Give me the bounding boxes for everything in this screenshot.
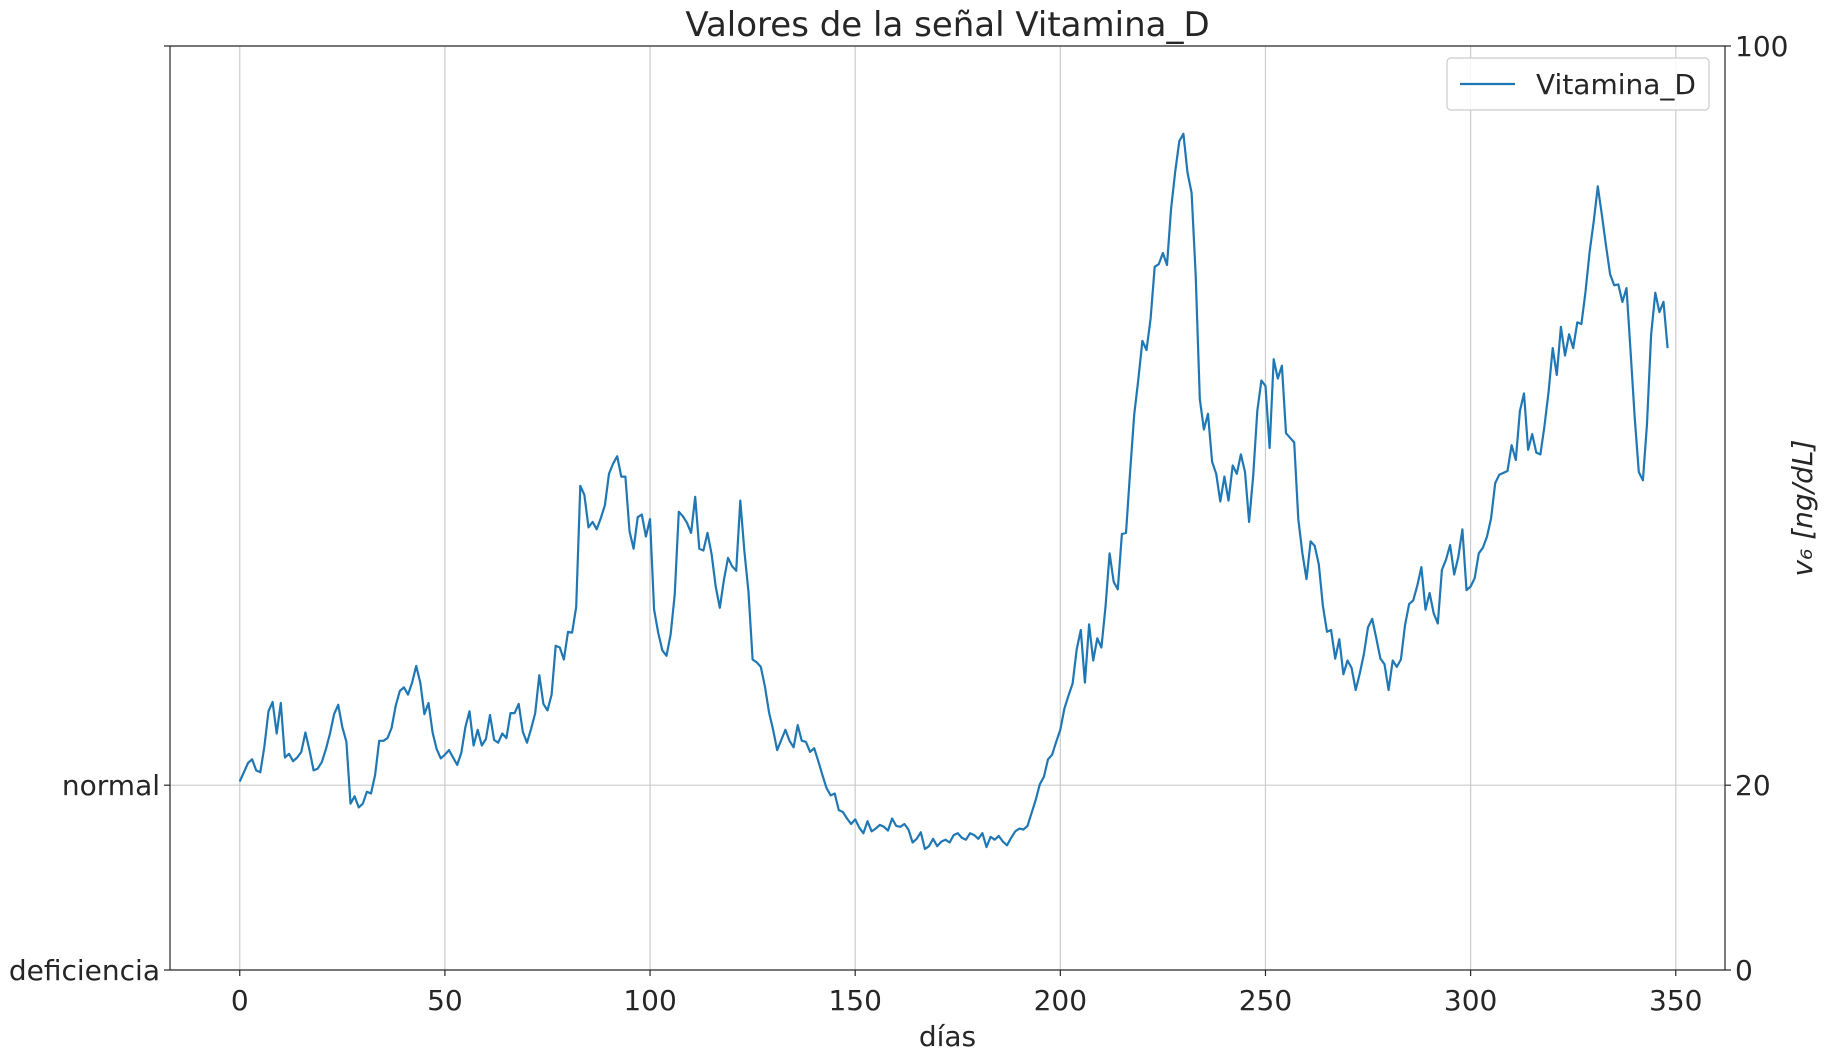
x-axis-title: días: [919, 1020, 976, 1050]
plot-frame: [169, 45, 1726, 971]
x-tick-label: 200: [1034, 984, 1087, 1017]
legend-label: Vitamina_D: [1536, 68, 1696, 101]
series-layer: [238, 132, 1669, 851]
series-line-vitamina-d: [238, 132, 1669, 851]
x-tick-label: 100: [623, 984, 676, 1017]
x-tick-label: 350: [1649, 984, 1702, 1017]
x-tick-label: 250: [1239, 984, 1292, 1017]
y-tick-label-left: normal: [62, 769, 160, 802]
y-tick-label-right: 0: [1735, 954, 1753, 987]
axes: 0 50 100 150 200 250 300 350 0 20 100 deficiencia no…: [9, 30, 1789, 1017]
y-tick-label-right: 20: [1735, 769, 1771, 802]
legend: Vitamina_D: [1446, 57, 1710, 111]
legend-box: [1446, 57, 1710, 111]
y-tick-label-right: 100: [1735, 30, 1788, 63]
x-tick-label: 150: [828, 984, 881, 1017]
x-tick-label: 50: [427, 984, 463, 1017]
y-axis-title-right: v₆ [ng/dL]: [1786, 440, 1819, 577]
chart-title: Valores de la señal Vitamina_D: [685, 5, 1209, 45]
x-tick-label: 0: [231, 984, 249, 1017]
x-tick-label: 300: [1444, 984, 1497, 1017]
y-tick-label-left: deficiencia: [9, 954, 160, 987]
